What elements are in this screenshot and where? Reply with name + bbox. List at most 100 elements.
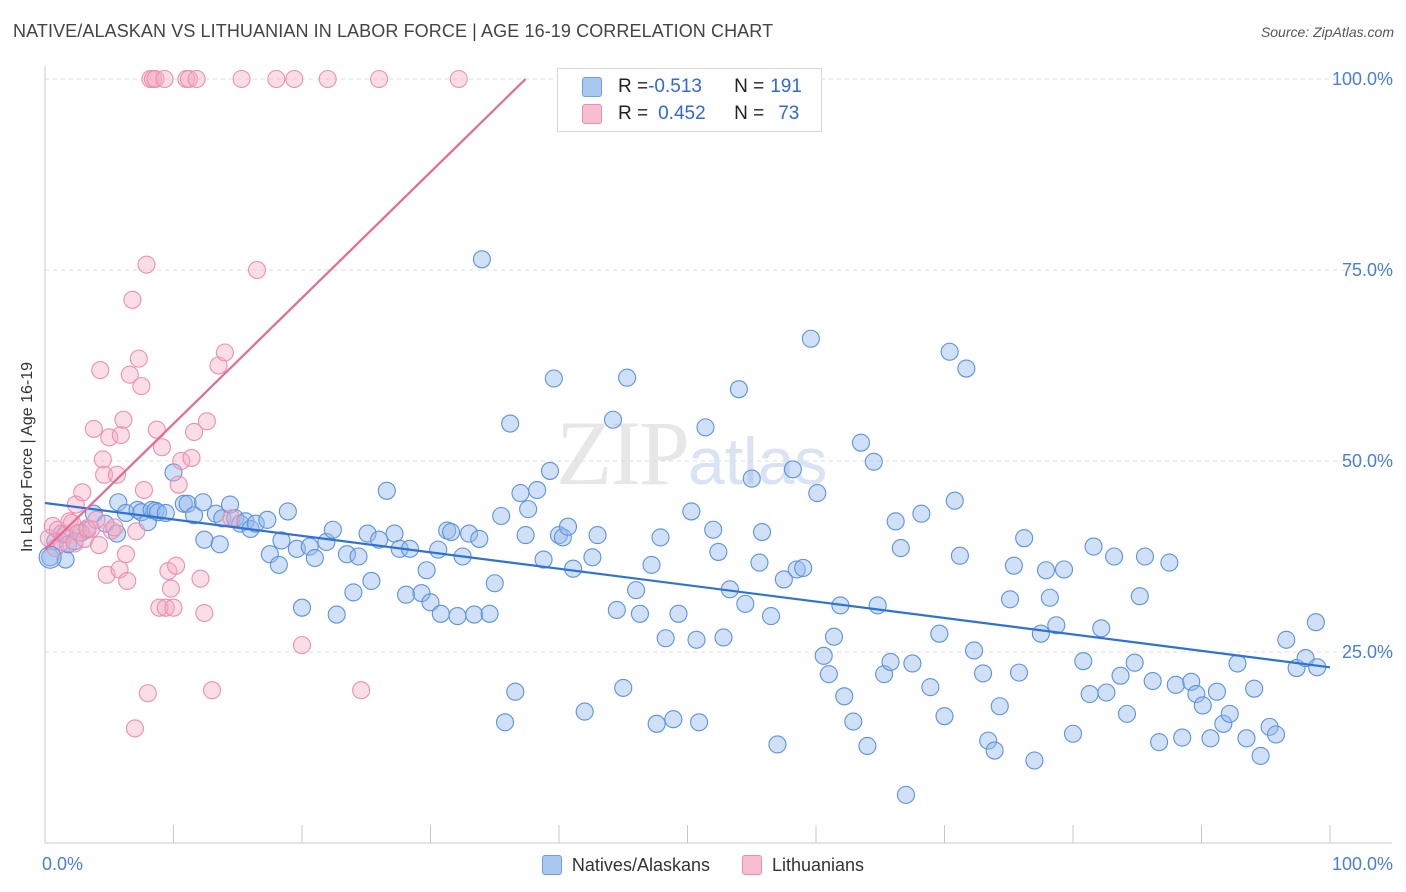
lithuanian-point (107, 465, 127, 484)
lithuanian-point (172, 451, 191, 471)
lithuanian-point (125, 719, 144, 738)
source-label: Source: ZipAtlas.com (1260, 24, 1394, 40)
native-point (178, 494, 197, 513)
native-point (1260, 717, 1279, 736)
native-point (1193, 696, 1212, 715)
native-point (534, 550, 553, 569)
native-point (465, 605, 484, 624)
native-point (431, 604, 450, 623)
native-point (470, 529, 489, 548)
lithuanian-point (105, 518, 124, 537)
native-point (973, 664, 993, 683)
native-point (1166, 675, 1185, 694)
lithuanian-point (215, 343, 234, 362)
lithuanian-point (102, 521, 121, 540)
native-point (349, 547, 368, 566)
native-point (945, 491, 964, 510)
native-point (1143, 671, 1162, 691)
native-point (1187, 684, 1206, 704)
native-point (627, 581, 646, 600)
native-point (990, 697, 1009, 716)
native-point (1173, 728, 1192, 747)
native-point (1220, 704, 1239, 723)
legend-row-natives: R = -0.513 N = 191 (582, 75, 802, 99)
native-point (1063, 724, 1083, 743)
lithuanian-point (169, 475, 188, 494)
y-tick-label: 25.0% (1342, 642, 1393, 662)
native-point (327, 605, 346, 624)
watermark: ZIPatlas (556, 400, 827, 506)
lithuanian-point (232, 69, 251, 89)
native-point (485, 574, 504, 593)
native-point (528, 480, 547, 500)
legend-n-value-lithuanians: 73 (778, 103, 800, 124)
native-point (583, 548, 602, 567)
native-point (1207, 682, 1226, 701)
lithuanian-point (155, 69, 174, 89)
lithuanian-point (127, 522, 146, 541)
native-point (516, 526, 535, 545)
native-point (472, 250, 491, 269)
lithuanian-point (82, 519, 101, 539)
native-point (965, 641, 984, 660)
native-point (1125, 653, 1144, 672)
native-point (1047, 616, 1066, 635)
lithuanian-point (195, 603, 214, 623)
native-point (1054, 560, 1074, 579)
native-point (421, 593, 440, 612)
x-tick-label-right: 100.0% (1332, 854, 1393, 874)
native-point (1251, 746, 1270, 765)
native-point (362, 571, 381, 590)
native-point (801, 329, 820, 348)
native-point (1306, 613, 1325, 632)
native-point (300, 537, 319, 556)
native-point (492, 506, 511, 526)
lithuanian-point (84, 419, 103, 438)
native-point (553, 528, 572, 547)
native-point (558, 517, 578, 536)
native-point (664, 710, 683, 729)
lithuanian-point (65, 534, 84, 553)
native-point (808, 484, 827, 503)
native-point (41, 548, 60, 567)
native-point (750, 553, 769, 572)
lithuanian-point (182, 448, 201, 467)
native-point (1040, 588, 1059, 607)
native-point (979, 731, 998, 750)
lithuanian-point (370, 69, 389, 89)
native-point (506, 682, 525, 701)
native-point (195, 530, 214, 549)
native-point (761, 607, 781, 626)
native-point (736, 594, 755, 613)
native-point (651, 528, 670, 547)
native-point (1015, 529, 1034, 548)
native-point (774, 570, 793, 589)
legend-row-lithuanians: R = 0.452 N = 73 (582, 102, 799, 126)
legend-n-label: N = (734, 103, 765, 124)
y-tick-label: 75.0% (1342, 260, 1393, 280)
native-point (858, 736, 877, 756)
native-point (1004, 556, 1023, 575)
native-point (459, 524, 479, 543)
lithuanian-point (91, 361, 110, 380)
native-point (337, 545, 357, 564)
native-point (292, 598, 312, 617)
lithuanian-point (197, 412, 216, 431)
legend-swatch-lithuanians (582, 104, 602, 124)
native-point (614, 678, 633, 697)
lithuanian-point (352, 681, 371, 700)
native-point (1201, 729, 1220, 748)
lithuanian-point (292, 636, 312, 655)
lithuanian-point (318, 69, 337, 89)
native-point (618, 368, 637, 387)
lithuanian-point (120, 365, 139, 384)
x-tick-label-left: 0.0% (42, 854, 83, 874)
native-point (210, 535, 229, 554)
native-point (891, 539, 910, 558)
native-point (344, 583, 363, 602)
native-point (957, 359, 976, 378)
native-point (794, 558, 813, 578)
native-point (704, 520, 723, 539)
native-point (682, 502, 701, 521)
